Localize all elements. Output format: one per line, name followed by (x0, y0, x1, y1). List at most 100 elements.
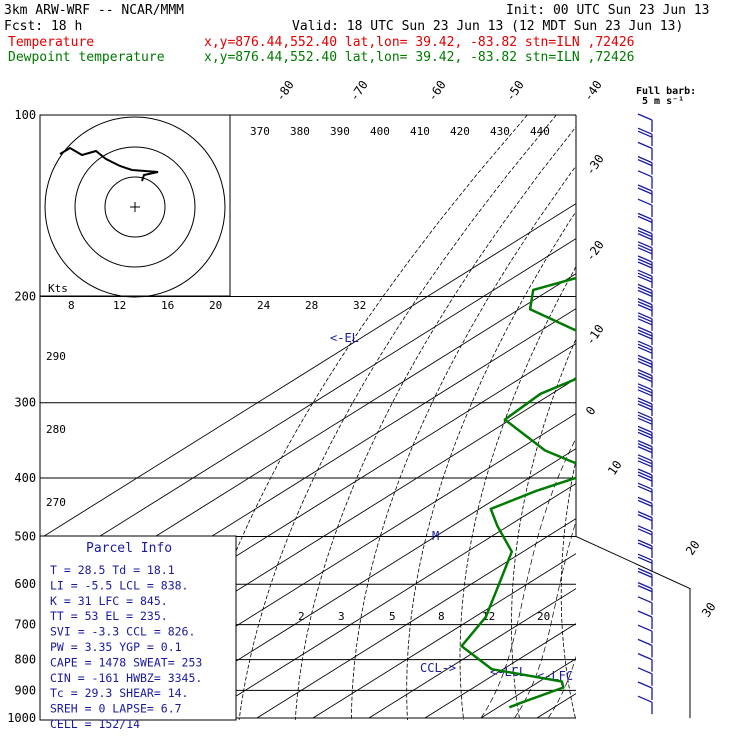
wind-barb-flag (637, 360, 653, 368)
pressure-tick-label: 800 (14, 653, 36, 667)
mixing-ratio-label: 2 (298, 610, 305, 623)
hodograph-speed-label: 16 (161, 299, 174, 312)
wind-barb (637, 553, 653, 573)
wind-barb (637, 326, 653, 345)
hodograph-speed-label: 20 (209, 299, 222, 312)
wind-barb (637, 539, 653, 558)
wind-barb (637, 582, 653, 601)
wind-barb-flag (637, 397, 653, 405)
theta-tick-label: 290 (46, 350, 66, 363)
wind-barb (637, 411, 653, 431)
theta-tick-label: 440 (530, 125, 550, 138)
wind-barb-flag (637, 389, 653, 397)
temperature-tick-label: 30 (699, 600, 719, 620)
wind-barb (637, 525, 653, 544)
pressure-tick-label: 400 (14, 471, 36, 485)
wind-barb-flag (637, 141, 653, 149)
wind-barb-flag (637, 301, 653, 309)
wind-barb-flag (637, 340, 653, 348)
wind-barb-flag (637, 468, 653, 476)
theta-tick-label: 430 (490, 125, 510, 138)
valid-time: Valid: 18 UTC Sun 23 Jun 13 (12 MDT Sun … (292, 19, 683, 34)
wind-barb (637, 170, 653, 189)
theta-tick-label: 270 (46, 496, 66, 509)
right-axis-bevel (575, 536, 691, 718)
parcel-info-box: Parcel Info T = 28.5 Td = 18.1LI = -5.5 L… (39, 535, 237, 731)
pressure-tick-label: 1000 (7, 711, 36, 725)
pressure-tick-label: 100 (14, 108, 36, 122)
parcel-info-row: SVI = -3.3 CCL = 826. (50, 625, 195, 639)
mixing-ratio-label: 8 (438, 610, 445, 623)
dry-adiabat-line (406, 210, 576, 720)
wind-barb-flag (637, 457, 653, 465)
wind-barb-flag (637, 570, 653, 578)
barb-legend-unit: 5 m s⁻¹ (642, 96, 684, 107)
hodograph-speed-label: 8 (68, 299, 75, 312)
theta-tick-label: 400 (370, 125, 390, 138)
parcel-info-row: CAPE = 1478 SWEAT= 253 (50, 655, 202, 669)
hodograph-speed-label: 12 (113, 299, 126, 312)
wind-barb-flag (637, 667, 653, 675)
wind-barb (637, 482, 653, 502)
wind-barb-flag (637, 440, 653, 448)
wind-barb (637, 567, 653, 587)
wind-barb-flag (637, 318, 653, 326)
isotherm-line (256, 518, 576, 719)
pressure-tick-label: 500 (14, 529, 36, 543)
wind-barb-flag (637, 596, 653, 604)
wind-barb-flag (637, 443, 653, 451)
wind-barb (637, 369, 653, 388)
wind-barb (637, 454, 653, 473)
wind-barb-flag (637, 304, 653, 312)
wind-barb (637, 496, 653, 516)
grid-lines (40, 115, 576, 720)
forecast-hour: Fcst: 18 h (4, 19, 82, 34)
wind-barb-flag (637, 556, 653, 564)
temperature-label: Temperature (8, 35, 94, 50)
wind-barb-flag (637, 346, 653, 354)
pressure-tick-label: 600 (14, 577, 36, 591)
hodograph-speed-label: 24 (257, 299, 271, 312)
mixing-ratio-label: 12 (482, 610, 495, 623)
wind-barb-flag (637, 258, 653, 266)
temperature-location: x,y=876.44,552.40 lat,lon= 39.42, -83.82… (204, 35, 634, 50)
wind-barb-flag (637, 244, 653, 252)
wind-barb-flag (637, 695, 653, 703)
wind-barb-flag (637, 499, 653, 507)
parcel-info-background (39, 535, 237, 721)
el-marker: <-EL (330, 331, 359, 345)
wind-barb-flag (637, 474, 653, 482)
wind-barb-flag (637, 496, 653, 504)
dry-adiabat-line (459, 265, 576, 720)
theta-tick-label: 280 (46, 423, 66, 436)
wind-barb-flag (637, 241, 653, 249)
wind-barb (637, 269, 653, 289)
model-title: 3km ARW-WRF -- NCAR/MMM (4, 3, 184, 18)
wind-barb-flag (637, 156, 653, 164)
pressure-tick-label: 200 (14, 290, 36, 304)
wind-barb (637, 198, 653, 218)
theta-tick-label: 410 (410, 125, 430, 138)
mixing-ratio-label: 5 (389, 610, 396, 623)
dewpoint-profile (460, 276, 576, 709)
isotherm-line (40, 203, 576, 540)
temperature-tick-label: 20 (683, 538, 703, 558)
dry-adiabat-line (511, 337, 576, 720)
wind-barb-flag (637, 343, 653, 351)
wind-barb-flag (637, 383, 653, 391)
wind-barb-flag (637, 130, 653, 138)
wind-barb (637, 596, 653, 615)
wind-barb (637, 624, 653, 644)
parcel-info-row: CIN = -161 HWBZ= 3345. (50, 671, 202, 685)
wind-barb-flag (637, 539, 653, 547)
wind-barb-flag (637, 212, 653, 220)
ccl-marker: CCL-> (420, 661, 456, 675)
wind-barb (637, 653, 653, 672)
wind-barb (637, 695, 653, 715)
wind-barb-flag (637, 514, 653, 522)
wind-barb (637, 383, 653, 402)
wind-barb-flag (637, 417, 653, 425)
wind-barb (637, 184, 653, 203)
mixing-ratio-label: 20 (537, 610, 550, 623)
wind-barb (637, 156, 653, 175)
